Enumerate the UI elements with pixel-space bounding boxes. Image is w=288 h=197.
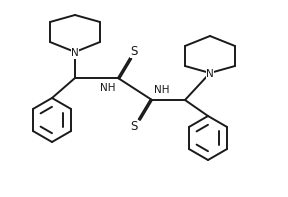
Text: N: N (71, 48, 79, 58)
Text: S: S (130, 45, 138, 58)
Text: N: N (206, 69, 214, 79)
Text: NH: NH (154, 85, 170, 95)
Text: NH: NH (100, 83, 116, 93)
Text: S: S (130, 121, 138, 134)
